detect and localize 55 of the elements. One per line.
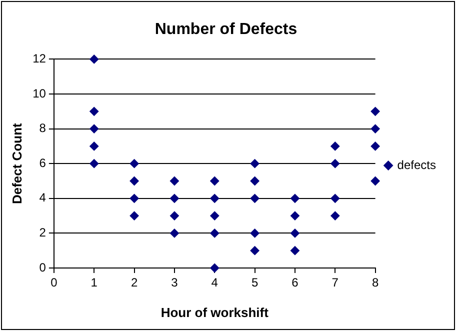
point [130, 176, 139, 186]
y-axis-title: Defect Count [9, 122, 24, 204]
y-tick-label: 0 [39, 260, 46, 274]
point [170, 211, 179, 220]
x-tick-label: 7 [332, 276, 339, 290]
point [250, 176, 260, 186]
x-tick-label: 2 [130, 276, 138, 290]
point [210, 194, 220, 203]
point [90, 159, 99, 168]
point [90, 142, 99, 151]
y-tick-label: 4 [39, 190, 46, 205]
point [290, 211, 300, 220]
point [250, 246, 260, 256]
point [290, 246, 300, 256]
point [290, 194, 300, 203]
point [210, 228, 220, 238]
x-axis-title: Hour of workshift [160, 304, 270, 320]
y-tick-label: 8 [39, 121, 46, 136]
x-tick-label: 8 [372, 276, 379, 290]
x-tick-label: 0 [50, 276, 58, 290]
y-tick-label: 6 [39, 156, 46, 170]
point [330, 142, 340, 151]
point [210, 211, 220, 220]
legend-label: defects [397, 158, 436, 172]
x-tick-label: 5 [251, 276, 258, 290]
point [250, 194, 260, 203]
point [290, 228, 300, 238]
point [250, 159, 260, 168]
point [330, 211, 340, 220]
point [330, 159, 340, 168]
x-tick-label: 4 [211, 276, 218, 290]
point [370, 176, 380, 186]
point [130, 159, 139, 168]
x-tick-label: 3 [171, 276, 178, 290]
point [90, 106, 99, 116]
point [210, 264, 220, 272]
point [330, 194, 340, 203]
x-tick-label: 6 [292, 276, 299, 290]
point [170, 194, 179, 203]
point [90, 124, 99, 134]
point [130, 194, 139, 203]
point [370, 124, 380, 134]
point [170, 176, 179, 186]
point [170, 228, 179, 238]
y-tick-label: 10 [32, 86, 46, 100]
y-tick-label: 12 [32, 52, 46, 66]
point [370, 142, 380, 151]
point [370, 106, 380, 116]
point [210, 176, 220, 186]
point [90, 54, 99, 64]
chart-title: Number of Defects [154, 21, 298, 38]
y-tick-label: 2 [39, 226, 46, 240]
x-tick-label: 1 [90, 276, 98, 290]
point [130, 211, 139, 220]
point [250, 228, 260, 238]
